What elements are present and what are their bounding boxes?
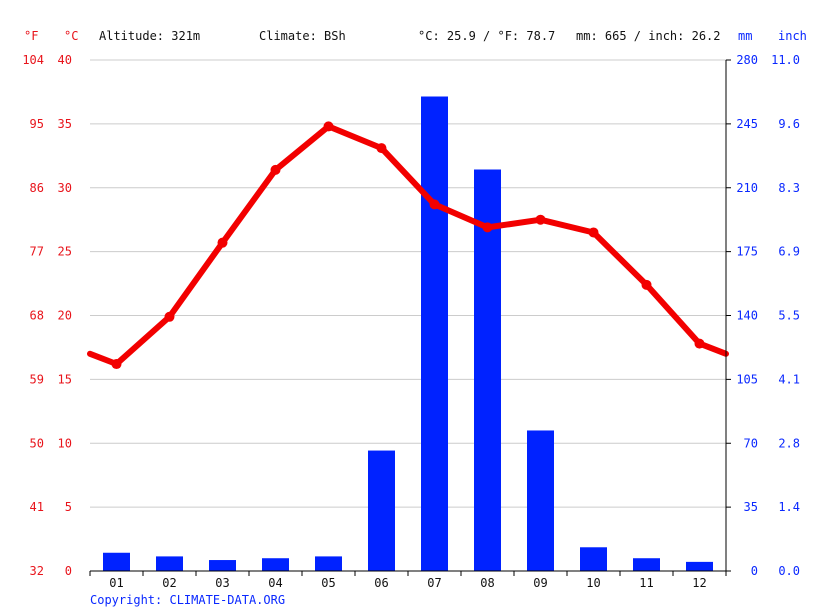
tick-labels: 32 0 0 0.0 41 5 35 1.4 50 10 70 2.8 59 15 105 4.1 68 20 14… — [22, 53, 800, 590]
tick-label-inch: 4.1 — [778, 372, 800, 386]
inch-unit-label: inch — [778, 29, 807, 43]
month-label: 06 — [374, 576, 388, 590]
precip-bar — [474, 169, 501, 571]
tick-label-inch: 6.9 — [778, 245, 800, 259]
tick-label-celsius: 10 — [58, 436, 72, 450]
tick-label-celsius: 20 — [58, 309, 72, 323]
tick-label-fahrenheit: 50 — [30, 436, 44, 450]
temperature-series-line — [87, 123, 729, 367]
precip-bar — [686, 561, 713, 571]
altitude-label: Altitude: 321m — [99, 29, 200, 43]
tick-label-inch: 11.0 — [771, 53, 800, 67]
precip-bar — [315, 556, 342, 571]
tick-label-inch: 1.4 — [778, 500, 800, 514]
tick-label-celsius: 30 — [58, 181, 72, 195]
temperature-point — [588, 227, 599, 238]
tick-label-fahrenheit: 95 — [30, 117, 44, 131]
month-label: 08 — [480, 576, 494, 590]
precip-bar — [633, 558, 660, 571]
temperature-point — [270, 164, 281, 175]
gridlines — [90, 59, 726, 508]
tick-label-fahrenheit: 68 — [30, 309, 44, 323]
tick-label-celsius: 25 — [58, 245, 72, 259]
mm-unit-label: mm — [738, 29, 752, 43]
tick-label-fahrenheit: 86 — [30, 181, 44, 195]
tick-label-celsius: 15 — [58, 372, 72, 386]
temperature-point — [111, 359, 122, 370]
copyright-link[interactable]: Copyright: CLIMATE-DATA.ORG — [90, 593, 285, 607]
tick-label-mm: 105 — [736, 372, 758, 386]
month-label: 05 — [321, 576, 335, 590]
tick-label-inch: 8.3 — [778, 181, 800, 195]
axes — [89, 59, 731, 576]
precipitation-bars — [103, 96, 713, 571]
tick-label-fahrenheit: 104 — [22, 53, 44, 67]
temperature-point — [482, 222, 493, 233]
tick-label-mm: 175 — [736, 245, 758, 259]
temperature-point — [641, 279, 652, 290]
tick-label-mm: 0 — [751, 564, 758, 578]
tick-label-celsius: 35 — [58, 117, 72, 131]
precip-total-label: mm: 665 / inch: 26.2 — [576, 29, 721, 43]
temperature-point — [217, 237, 228, 248]
climate-label: Climate: BSh — [259, 29, 346, 43]
month-label: 02 — [162, 576, 176, 590]
tick-label-mm: 210 — [736, 181, 758, 195]
month-label: 01 — [109, 576, 123, 590]
tick-label-celsius: 0 — [65, 564, 72, 578]
tick-label-inch: 9.6 — [778, 117, 800, 131]
precip-bar — [421, 96, 448, 571]
month-label: 04 — [268, 576, 282, 590]
month-label: 10 — [586, 576, 600, 590]
tick-label-fahrenheit: 59 — [30, 372, 44, 386]
month-label: 09 — [533, 576, 547, 590]
tick-label-fahrenheit: 77 — [30, 245, 44, 259]
month-label: 11 — [639, 576, 653, 590]
precip-bar — [580, 547, 607, 571]
tick-label-mm: 70 — [744, 436, 758, 450]
temperature-point — [694, 338, 705, 349]
precip-bar — [368, 450, 395, 571]
temperature-line — [87, 121, 729, 370]
tick-label-fahrenheit: 32 — [30, 564, 44, 578]
tick-label-mm: 35 — [744, 500, 758, 514]
temperature-point — [323, 121, 334, 132]
tick-label-fahrenheit: 41 — [30, 500, 44, 514]
month-label: 12 — [692, 576, 706, 590]
tick-label-inch: 0.0 — [778, 564, 800, 578]
precip-bar — [527, 430, 554, 571]
month-label: 03 — [215, 576, 229, 590]
precip-bar — [209, 560, 236, 571]
avg-temp-label: °C: 25.9 / °F: 78.7 — [418, 29, 555, 43]
temperature-point — [535, 214, 546, 225]
tick-label-inch: 2.8 — [778, 436, 800, 450]
temperature-point — [164, 311, 175, 322]
precip-bar — [156, 556, 183, 571]
temperature-point — [376, 143, 387, 154]
tick-label-celsius: 40 — [58, 53, 72, 67]
temperature-point — [429, 199, 440, 210]
fahrenheit-unit-label: °F — [24, 29, 38, 43]
tick-label-mm: 140 — [736, 309, 758, 323]
tick-label-inch: 5.5 — [778, 309, 800, 323]
precip-bar — [262, 558, 289, 571]
tick-label-mm: 280 — [736, 53, 758, 67]
celsius-unit-label: °C — [64, 29, 78, 43]
precip-bar — [103, 552, 130, 571]
month-label: 07 — [427, 576, 441, 590]
tick-label-celsius: 5 — [65, 500, 72, 514]
tick-label-mm: 245 — [736, 117, 758, 131]
